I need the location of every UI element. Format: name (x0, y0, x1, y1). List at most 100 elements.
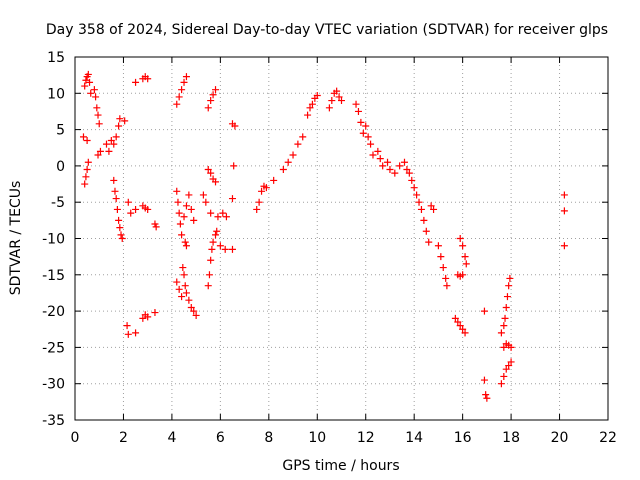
x-axis-label: GPS time / hours (282, 458, 399, 474)
data-point (132, 329, 140, 337)
data-point (417, 205, 425, 213)
data-point (173, 278, 181, 286)
data-point (121, 117, 129, 125)
data-point (391, 169, 399, 177)
data-point (185, 296, 193, 304)
data-point (96, 147, 104, 155)
x-tick-label: 14 (405, 430, 423, 446)
y-tick-label: 5 (56, 123, 65, 139)
data-point (178, 293, 186, 301)
data-point (84, 70, 92, 78)
data-point (403, 166, 411, 174)
data-point (255, 198, 263, 206)
data-point (352, 100, 360, 108)
data-point (207, 97, 215, 105)
y-tick-label: -10 (42, 232, 65, 248)
x-tick-label: 16 (454, 430, 472, 446)
data-point (228, 245, 236, 253)
data-point (175, 285, 183, 293)
data-point (94, 111, 102, 119)
data-point (408, 176, 416, 184)
data-point (204, 104, 212, 112)
data-point (284, 158, 292, 166)
data-point (124, 330, 132, 338)
data-point (176, 220, 184, 228)
data-point (207, 209, 215, 217)
data-point (82, 173, 90, 181)
data-point (333, 87, 341, 95)
data-point (182, 73, 190, 81)
data-point (507, 343, 515, 351)
y-tick-label: 0 (56, 159, 65, 175)
data-point (502, 365, 510, 373)
data-point (415, 198, 423, 206)
data-point (190, 216, 198, 224)
data-point (82, 76, 90, 84)
data-point (209, 91, 217, 99)
data-point (115, 216, 123, 224)
data-point (204, 282, 212, 290)
data-point (84, 158, 92, 166)
data-point (152, 223, 160, 231)
data-point (81, 180, 89, 188)
data-point (306, 104, 314, 112)
data-point (178, 231, 186, 239)
data-point (144, 205, 152, 213)
data-point (405, 169, 413, 177)
data-point (459, 242, 467, 250)
data-point (213, 227, 221, 235)
chart-title: Day 358 of 2024, Sidereal Day-to-day VTE… (46, 22, 608, 38)
data-point (299, 133, 307, 141)
data-point (182, 242, 190, 250)
x-tick-label: 2 (119, 430, 128, 446)
data-point (116, 224, 124, 232)
data-point (179, 264, 187, 272)
data-point (325, 104, 333, 112)
data-point (102, 140, 110, 148)
data-point (434, 242, 442, 250)
data-point (506, 274, 514, 282)
data-point (90, 86, 98, 94)
x-tick-label: 0 (71, 430, 80, 446)
data-point (113, 205, 121, 213)
data-point (462, 260, 470, 268)
data-point (253, 205, 261, 213)
y-tick-label: 10 (47, 86, 65, 102)
x-tick-label: 20 (551, 430, 569, 446)
data-point (384, 158, 392, 166)
y-tick-label: -15 (42, 268, 65, 284)
data-point (505, 362, 513, 370)
data-point (219, 209, 227, 217)
data-point (222, 213, 230, 221)
data-point (81, 82, 89, 90)
data-point (359, 129, 367, 137)
data-point (503, 293, 511, 301)
data-point (181, 238, 189, 246)
data-point (214, 213, 222, 221)
x-tick-label: 8 (264, 430, 273, 446)
data-point (308, 100, 316, 108)
data-point (413, 191, 421, 199)
data-point (461, 253, 469, 261)
data-point (105, 147, 113, 155)
data-point (410, 184, 418, 192)
data-point (502, 303, 510, 311)
data-point (459, 271, 467, 279)
data-point (208, 245, 216, 253)
data-point (425, 238, 433, 246)
plot-frame (74, 56, 609, 421)
data-point (497, 329, 505, 337)
data-point (174, 198, 182, 206)
data-point (560, 191, 568, 199)
data-point (354, 107, 362, 115)
data-point (482, 391, 490, 399)
data-point (379, 162, 387, 170)
data-point (175, 209, 183, 217)
data-point (456, 322, 464, 330)
data-point (439, 264, 447, 272)
data-point (500, 322, 508, 330)
data-point (92, 93, 100, 101)
data-point (110, 176, 118, 184)
data-point (396, 162, 404, 170)
